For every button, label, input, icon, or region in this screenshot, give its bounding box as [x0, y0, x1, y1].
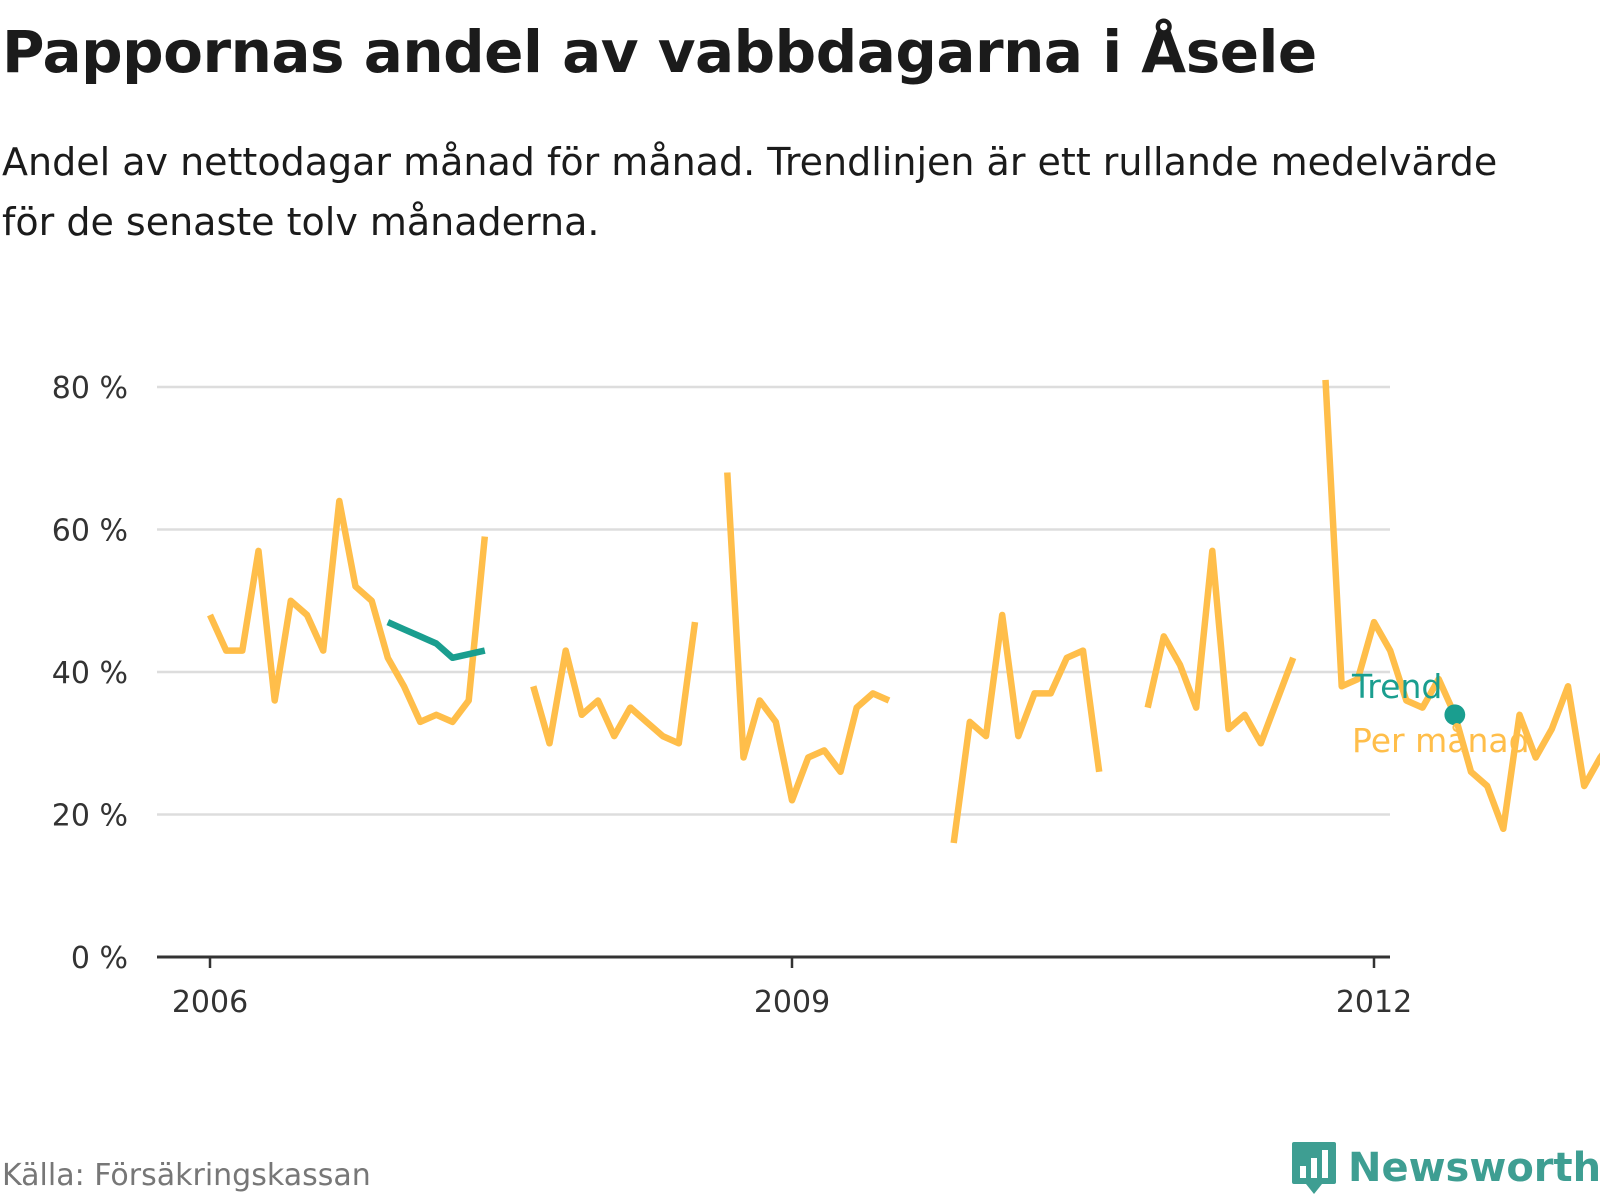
trend-series-point	[1444, 704, 1466, 726]
trend-series-line	[386, 619, 486, 662]
y-tick-label: 60 %	[52, 514, 128, 549]
source-note: Källa: Försäkringskassan	[2, 1158, 371, 1193]
brand-name: Newsworthy	[1348, 1145, 1600, 1191]
trend-series-label: Trend	[1351, 667, 1442, 706]
x-tick-label: 2009	[754, 985, 830, 1020]
series-labels: Trend Per månad	[1351, 667, 1530, 760]
monthly-series-line	[950, 611, 1103, 844]
monthly-series-label: Per månad	[1352, 721, 1530, 760]
series-lines	[207, 379, 1600, 844]
x-tick-label: 2006	[172, 985, 248, 1020]
y-tick-label: 0 %	[71, 941, 128, 976]
y-tick-label: 20 %	[52, 799, 128, 834]
grid-lines	[157, 385, 1390, 816]
chart-title: Pappornas andel av vabbdagarna i Åsele	[2, 18, 1317, 86]
y-tick-label: 40 %	[52, 656, 128, 691]
monthly-series-line	[530, 621, 699, 747]
bar-chart-speech-bubble-icon	[1292, 1142, 1336, 1194]
brand-logo[interactable]: Newsworthy	[1290, 1140, 1600, 1196]
x-tick-label: 2012	[1336, 985, 1412, 1020]
axes: 0 %20 %40 %60 %80 %200620092012201520182…	[52, 371, 1412, 1020]
monthly-series-line	[1322, 379, 1600, 833]
monthly-series-line	[724, 472, 891, 804]
monthly-series-line	[207, 497, 489, 726]
y-tick-label: 80 %	[52, 371, 128, 406]
chart-subtitle: Andel av nettodagar månad för månad. Tre…	[2, 140, 1498, 244]
monthly-series-line	[1144, 547, 1297, 747]
